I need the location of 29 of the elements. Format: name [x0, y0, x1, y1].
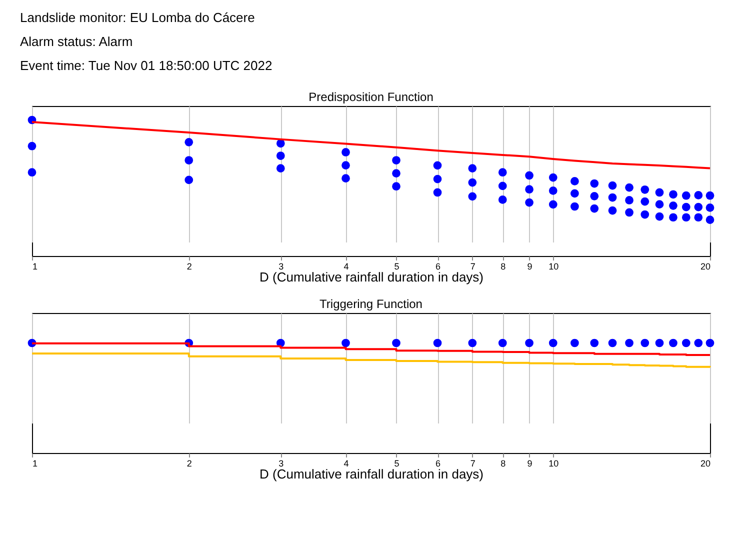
x-tick-label: 8 [500, 458, 506, 468]
x-axis-title: D (Cumulative rainfall duration in days) [260, 466, 484, 482]
chart-title: Predisposition Function [308, 90, 434, 104]
x-axis-title: D (Cumulative rainfall duration in days) [260, 270, 484, 284]
x-tick-label: 9 [527, 262, 532, 272]
x-tick-label: 1 [32, 262, 38, 272]
x-tick-label: 10 [548, 262, 559, 272]
x-tick-label: 20 [700, 458, 710, 468]
x-tick-label: 8 [500, 262, 506, 272]
x-tick-label: 6 [436, 262, 441, 272]
x-tick-label: 7 [470, 458, 476, 468]
x-tick-label: 4 [344, 262, 349, 272]
text: Landslide monitor: EU Lomba do Cácere [20, 10, 255, 25]
text: Event time: Tue Nov 01 18:50:00 UTC 2022 [20, 58, 272, 73]
x-tick-label: 9 [527, 458, 532, 468]
text: Alarm status: Alarm [20, 34, 133, 49]
x-tick-label: 2 [186, 262, 192, 272]
x-tick-label: 1 [32, 458, 38, 468]
x-tick-label: 6 [436, 458, 441, 468]
x-tick-label: 4 [344, 458, 349, 468]
x-tick-label: 3 [278, 458, 284, 468]
x-tick-label: 7 [470, 262, 476, 272]
x-tick-label: 3 [278, 262, 284, 272]
x-tick-label: 2 [186, 458, 192, 468]
chart-title: Triggering Function [320, 297, 422, 311]
x-tick-label: 10 [548, 458, 559, 468]
x-tick-label: 5 [394, 458, 400, 468]
x-tick-label: 5 [394, 262, 400, 272]
x-tick-label: 20 [700, 262, 710, 272]
